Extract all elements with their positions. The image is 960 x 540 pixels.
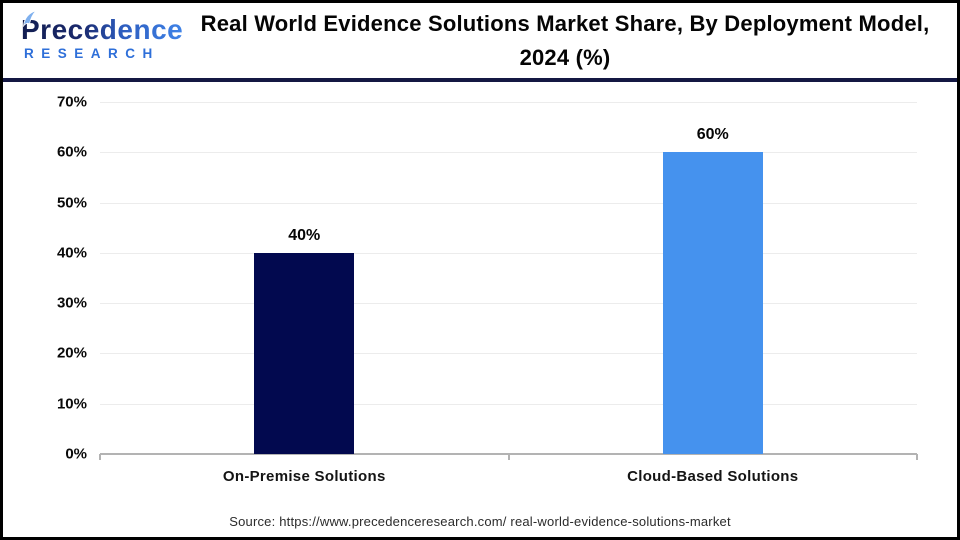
y-axis-tick-label: 0% xyxy=(65,445,87,463)
y-axis-tick-label: 50% xyxy=(56,194,87,212)
x-axis-tick xyxy=(507,454,510,460)
x-axis-tick xyxy=(99,454,101,460)
y-axis-tick-label: 40% xyxy=(56,244,87,262)
y-axis-tick-label: 70% xyxy=(56,93,87,111)
bar-cloud-based-solutions xyxy=(662,152,763,454)
brand-subtitle: RESEARCH xyxy=(24,46,160,61)
value-label-on-premise-solutions: 40% xyxy=(288,226,321,244)
brand-logo: Precedence RESEARCH xyxy=(21,10,184,61)
y-axis-tick-label: 20% xyxy=(56,344,87,362)
value-label-cloud-based-solutions: 60% xyxy=(696,126,729,144)
y-axis-tick-label: 30% xyxy=(56,294,87,312)
y-axis-tick-label: 10% xyxy=(56,395,87,413)
gridline-20 xyxy=(100,353,917,355)
gridline-40 xyxy=(100,252,917,254)
gridline-70 xyxy=(100,102,917,103)
source-text: Source: https://www.precedenceresearch.c… xyxy=(229,514,731,529)
brand-wordmark: Precedence xyxy=(21,10,184,45)
bar-on-premise-solutions xyxy=(254,252,355,454)
brand-word-text: Precedence xyxy=(21,14,184,45)
y-axis: 0% 10% 20% 30% 40% 50% 60% 70% xyxy=(3,82,87,537)
title-area: Real World Evidence Solutions Market Sha… xyxy=(173,7,957,75)
category-label-on-premise-solutions: On-Premise Solutions xyxy=(222,468,386,485)
category-label-cloud-based-solutions: Cloud-Based Solutions xyxy=(627,468,799,485)
chart-area: 0% 10% 20% 30% 40% 50% 60% 70% 40% On-Premise So… xyxy=(3,82,957,537)
gridline-50 xyxy=(100,202,917,204)
gridline-60 xyxy=(100,152,917,154)
gridline-10 xyxy=(100,403,917,405)
y-axis-tick-label: 60% xyxy=(56,143,87,161)
plot-area: 40% On-Premise Solutions 60% Cloud-Based So… xyxy=(99,102,918,485)
chart-title: Real World Evidence Solutions Market Sha… xyxy=(200,10,930,70)
gridline-30 xyxy=(100,303,917,305)
x-axis-tick xyxy=(916,454,918,460)
header: Precedence RESEARCH Real World Evidence … xyxy=(3,3,957,82)
